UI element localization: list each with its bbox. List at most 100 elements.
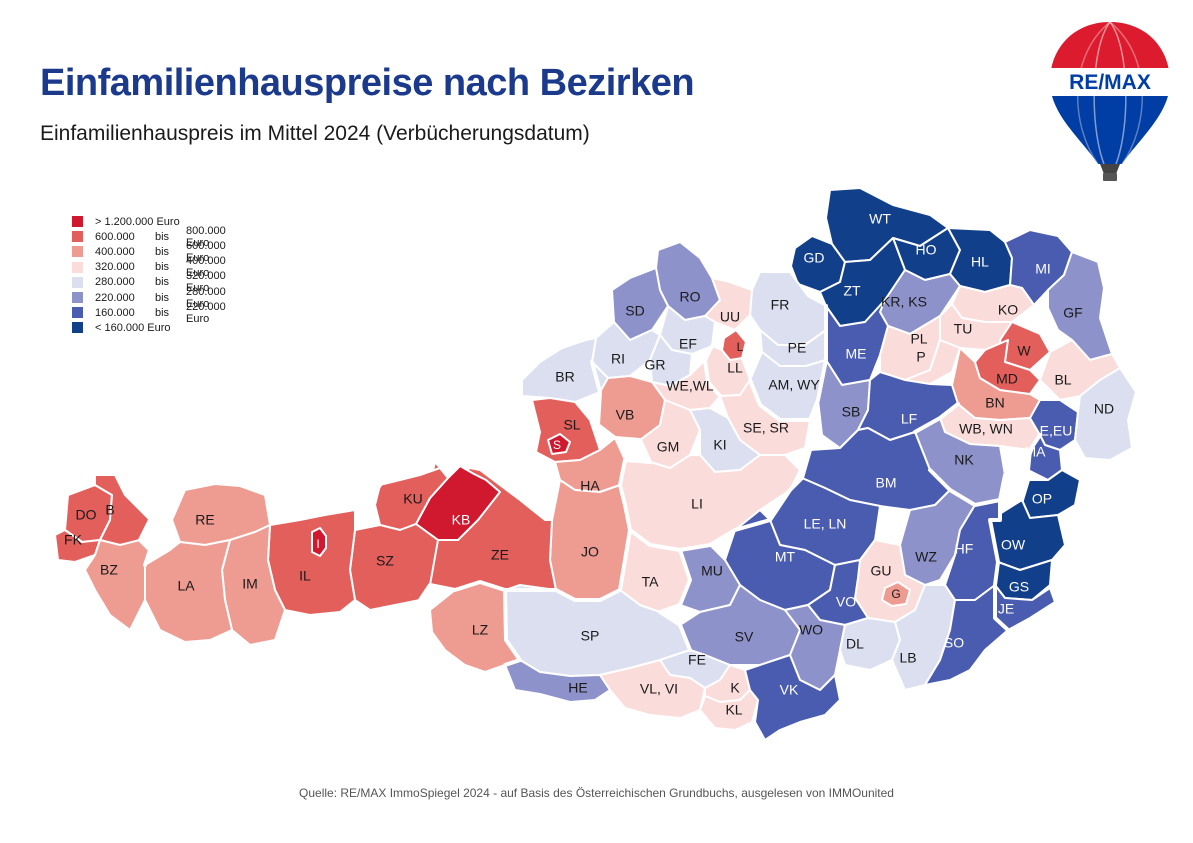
district-label: RO bbox=[680, 289, 701, 305]
state-border bbox=[418, 580, 507, 602]
district-vl-vi bbox=[599, 659, 706, 719]
district-label: LL bbox=[727, 360, 743, 376]
district-nd bbox=[1074, 367, 1137, 461]
district-label: ME bbox=[846, 346, 867, 362]
district-label: IM bbox=[242, 576, 258, 592]
district-label: K bbox=[730, 680, 740, 696]
legend-range-to: 280.000 Euro bbox=[186, 285, 226, 310]
legend: > 1.200.000 Euro 600.000 bis 800.000 Euro … bbox=[72, 214, 252, 336]
district-label: S bbox=[553, 438, 561, 452]
district-label: IL bbox=[299, 568, 311, 584]
district-label: WE,WL bbox=[666, 378, 714, 394]
legend-swatch bbox=[72, 261, 83, 273]
legend-range-to: 220.000 Euro bbox=[186, 300, 226, 325]
district-label: SL bbox=[563, 417, 580, 433]
district-g bbox=[881, 581, 911, 607]
state-border bbox=[503, 588, 522, 667]
state-border bbox=[748, 358, 828, 422]
district-label: GR bbox=[645, 357, 666, 373]
district-label: B bbox=[105, 502, 114, 518]
district-label: GF bbox=[1063, 305, 1082, 321]
district-label: OW bbox=[1001, 537, 1026, 553]
legend-range-sep: bis bbox=[155, 245, 170, 258]
legend-swatch bbox=[72, 216, 83, 228]
district-label: HA bbox=[580, 478, 600, 494]
district-label: SP bbox=[581, 628, 600, 644]
legend-item: < 160.000 Euro bbox=[72, 320, 252, 335]
district-label: MT bbox=[775, 549, 796, 565]
district-label: SE, SR bbox=[743, 420, 789, 436]
district-bz bbox=[84, 539, 151, 631]
legend-range-from: < 160.000 Euro bbox=[95, 321, 171, 334]
district-label: P bbox=[916, 349, 925, 365]
district-label: SD bbox=[625, 303, 644, 319]
district-sz bbox=[349, 523, 439, 611]
district-il bbox=[267, 509, 356, 616]
district-label: BL bbox=[1054, 372, 1071, 388]
district-label: FK bbox=[64, 532, 83, 548]
district-label: HE bbox=[568, 680, 587, 696]
legend-range-sep: bis bbox=[155, 261, 170, 274]
legend-range-from: 280.000 bbox=[95, 276, 135, 289]
district-label: DO bbox=[76, 507, 97, 523]
district-label: SB bbox=[842, 404, 861, 420]
legend-swatch bbox=[72, 322, 83, 334]
legend-range-sep: bis bbox=[155, 306, 170, 319]
legend-swatch bbox=[72, 307, 83, 319]
district-label: WT bbox=[869, 211, 891, 227]
district-label: RI bbox=[611, 351, 625, 367]
state-border bbox=[613, 436, 652, 487]
legend-swatch bbox=[72, 276, 83, 288]
logo-text: RE/MAX bbox=[1069, 71, 1151, 94]
district-vk bbox=[744, 654, 841, 741]
district-label: BN bbox=[985, 395, 1004, 411]
district-label: HO bbox=[916, 242, 937, 258]
district-label: MI bbox=[1035, 261, 1051, 277]
district-s bbox=[547, 433, 571, 455]
district-label: KU bbox=[403, 491, 422, 507]
district-label: SV bbox=[735, 629, 754, 645]
district-label: LE, LN bbox=[804, 516, 847, 532]
district-label: GD bbox=[804, 250, 825, 266]
district-label: GU bbox=[871, 563, 892, 579]
legend-swatch bbox=[72, 246, 83, 258]
district-label: WZ bbox=[915, 549, 937, 565]
district-label: KL bbox=[725, 702, 742, 718]
legend-range-to: 400.000 Euro bbox=[186, 255, 226, 280]
district-label: VL, VI bbox=[640, 681, 678, 697]
district-label: LF bbox=[901, 411, 917, 427]
legend-item: 160.000 bis 220.000 Euro bbox=[72, 301, 252, 325]
legend-range-from: 400.000 bbox=[95, 245, 135, 258]
district-label: ND bbox=[1094, 401, 1114, 417]
state-border bbox=[598, 483, 632, 602]
source-note: Quelle: RE/MAX ImmoSpiegel 2024 - auf Ba… bbox=[299, 786, 894, 800]
district-label: BR bbox=[555, 369, 574, 385]
district-label: GS bbox=[1009, 579, 1029, 595]
district-label: RE bbox=[195, 512, 214, 528]
district-label: ZT bbox=[843, 283, 861, 299]
map-title: Einfamilienhauspreise nach Bezirken bbox=[40, 62, 695, 104]
district-label: SZ bbox=[376, 553, 394, 569]
legend-item: > 1.200.000 Euro bbox=[72, 214, 252, 229]
state-border bbox=[628, 448, 812, 552]
district-label: HF bbox=[955, 541, 974, 557]
district-la bbox=[144, 539, 233, 643]
district-label: PL bbox=[910, 331, 927, 347]
legend-item: 320.000 bis 400.000 Euro bbox=[72, 255, 252, 279]
state-border bbox=[988, 498, 1010, 632]
legend-item: 400.000 bis 600.000 Euro bbox=[72, 240, 252, 264]
district-label: MU bbox=[701, 563, 723, 579]
legend-range-from: 220.000 bbox=[95, 291, 135, 304]
state-border bbox=[138, 518, 152, 567]
state-border bbox=[658, 548, 692, 652]
legend-range-to: 800.000 Euro bbox=[186, 224, 226, 249]
district-label: KB bbox=[452, 512, 471, 528]
district-label: L bbox=[737, 340, 744, 354]
district-label: I bbox=[316, 537, 319, 551]
legend-range-from: 160.000 bbox=[95, 306, 135, 319]
district-label: EF bbox=[679, 336, 697, 352]
district-label: MA bbox=[1025, 444, 1047, 460]
district-label: GM bbox=[657, 439, 680, 455]
legend-range-from: > 1.200.000 Euro bbox=[95, 215, 180, 228]
